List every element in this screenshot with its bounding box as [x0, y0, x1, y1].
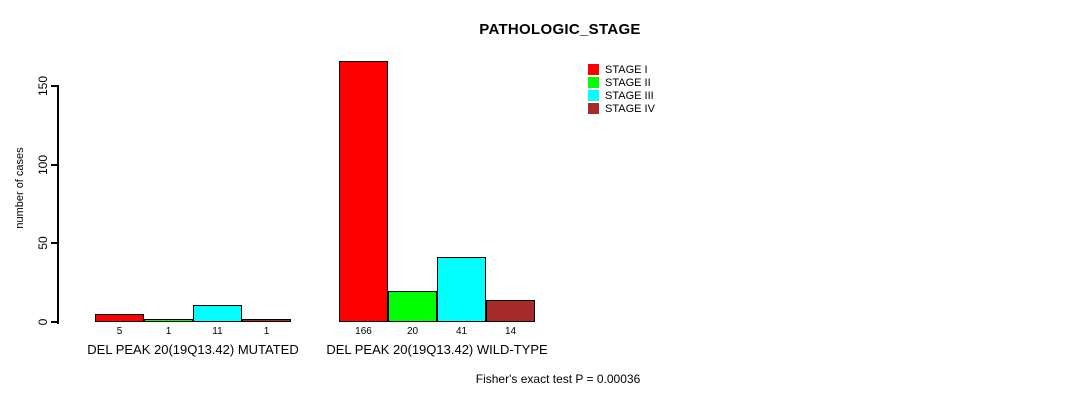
- y-axis-tick-label: 50: [36, 236, 50, 251]
- legend-row: STAGE III: [588, 89, 655, 102]
- legend-swatch-icon: [588, 77, 599, 88]
- bar-stage-ii: [144, 319, 193, 322]
- legend-swatch-icon: [588, 103, 599, 114]
- legend-row: STAGE I: [588, 63, 655, 76]
- p-value-annotation: Fisher's exact test P = 0.00036: [475, 372, 641, 386]
- bar-value-label: 20: [406, 326, 419, 337]
- y-axis-tick: [51, 242, 58, 245]
- bar-stage-ii: [388, 291, 437, 322]
- legend-row: STAGE IV: [588, 102, 655, 115]
- bar-value-label: 1: [165, 326, 172, 337]
- y-axis-tick-label: 150: [36, 75, 50, 97]
- y-axis-tick: [51, 321, 58, 323]
- category-label: DEL PEAK 20(19Q13.42) MUTATED: [87, 342, 299, 357]
- bar-value-label: 14: [504, 326, 517, 337]
- bar-value-label: 5: [116, 326, 123, 337]
- legend-swatch-icon: [588, 64, 599, 75]
- chart-title: PATHOLOGIC_STAGE: [479, 21, 641, 38]
- y-axis-tick-label: 100: [36, 154, 50, 175]
- bar-stage-iv: [486, 300, 535, 322]
- y-axis-tick: [51, 163, 58, 166]
- legend-label: STAGE IV: [605, 102, 655, 115]
- legend-swatch-icon: [588, 90, 599, 101]
- legend-label: STAGE II: [605, 76, 651, 89]
- bar-value-label: 1: [263, 326, 270, 337]
- bar-value-label: 166: [355, 326, 372, 337]
- bar-value-label: 41: [455, 326, 468, 337]
- legend-label: STAGE I: [605, 63, 648, 76]
- y-axis-tick: [51, 85, 58, 87]
- category-label: DEL PEAK 20(19Q13.42) WILD-TYPE: [326, 342, 548, 357]
- bar-stage-i: [95, 314, 144, 322]
- legend-label: STAGE III: [605, 89, 654, 102]
- legend: STAGE I STAGE II STAGE III STAGE IV: [588, 63, 655, 115]
- bar-stage-i: [339, 61, 388, 322]
- legend-row: STAGE II: [588, 76, 655, 89]
- bar-value-label: 11: [212, 326, 223, 337]
- bar-stage-iii: [193, 305, 242, 322]
- y-axis-label: number of cases: [14, 147, 26, 229]
- bar-stage-iv: [242, 319, 291, 322]
- bar-stage-iii: [437, 257, 486, 322]
- y-axis-tick-label: 0: [36, 318, 50, 326]
- y-axis-line: [57, 85, 59, 324]
